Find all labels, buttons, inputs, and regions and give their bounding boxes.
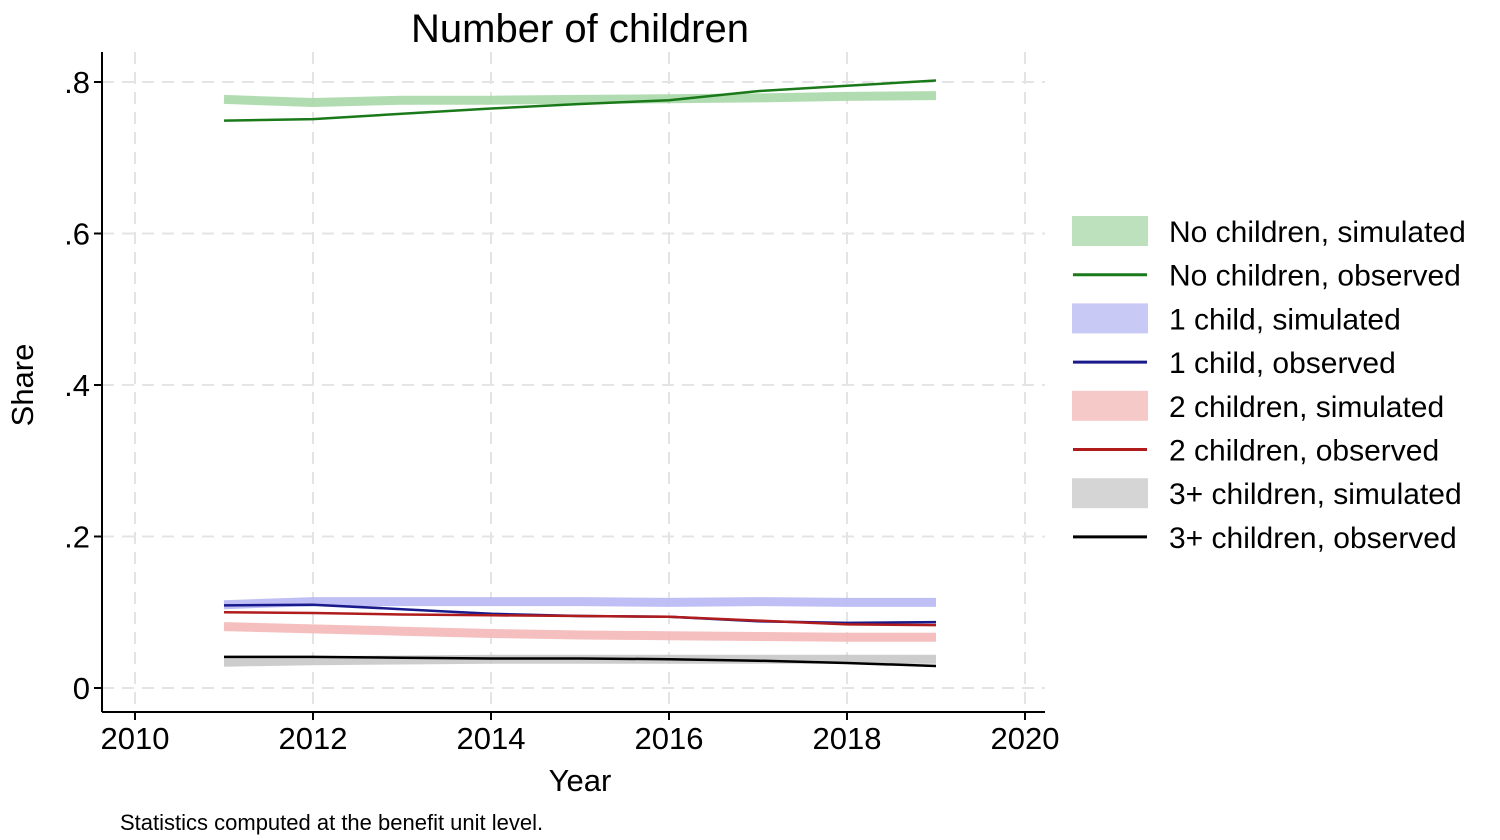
x-tick-label: 2016	[635, 721, 704, 756]
series-3plus-children-observed	[224, 655, 937, 668]
legend-swatch	[1072, 303, 1148, 334]
series-1-child-simulated	[223, 597, 936, 610]
axes	[101, 52, 1045, 713]
x-axis-label: Year	[549, 763, 612, 798]
x-tick-label: 2014	[457, 721, 526, 756]
legend-label: 1 child, observed	[1169, 347, 1396, 380]
legend-label: 1 child, simulated	[1169, 303, 1401, 336]
x-ticks: 2010 2012 2014 2016 2018 2020	[101, 712, 1060, 756]
series-no-children-observed	[223, 79, 937, 122]
x-tick-label: 2018	[813, 721, 882, 756]
y-tick-label: .4	[64, 368, 90, 403]
simulated-bands	[223, 91, 937, 667]
y-ticks: 0 .2 .4 .6 .8	[64, 65, 102, 706]
chart-title: Number of children	[411, 7, 749, 51]
legend-label: 2 children, observed	[1169, 435, 1439, 468]
legend-label: No children, observed	[1169, 260, 1461, 293]
legend: No children, simulated No children, obser…	[1072, 216, 1466, 555]
legend-swatch	[1072, 478, 1148, 509]
series-2-children-observed	[223, 611, 937, 627]
series-2-children-simulated	[223, 622, 936, 642]
y-tick-label: .2	[64, 520, 90, 555]
legend-label: 3+ children, simulated	[1169, 478, 1462, 511]
x-tick-label: 2010	[101, 721, 170, 756]
legend-swatch	[1072, 390, 1148, 421]
y-tick-label: .8	[64, 65, 90, 100]
observed-lines	[223, 79, 937, 668]
legend-label: 2 children, simulated	[1169, 391, 1444, 424]
legend-label: 3+ children, observed	[1169, 522, 1457, 555]
y-axis-label: Share	[5, 344, 40, 427]
x-tick-label: 2012	[279, 721, 348, 756]
chart-note: Statistics computed at the benefit unit …	[120, 810, 543, 835]
legend-swatch	[1072, 216, 1148, 246]
series-no-children-simulated	[223, 91, 937, 107]
y-tick-label: 0	[73, 671, 90, 706]
x-tick-label: 2020	[991, 721, 1060, 756]
y-tick-label: .6	[64, 217, 90, 252]
legend-label: No children, simulated	[1169, 216, 1466, 249]
